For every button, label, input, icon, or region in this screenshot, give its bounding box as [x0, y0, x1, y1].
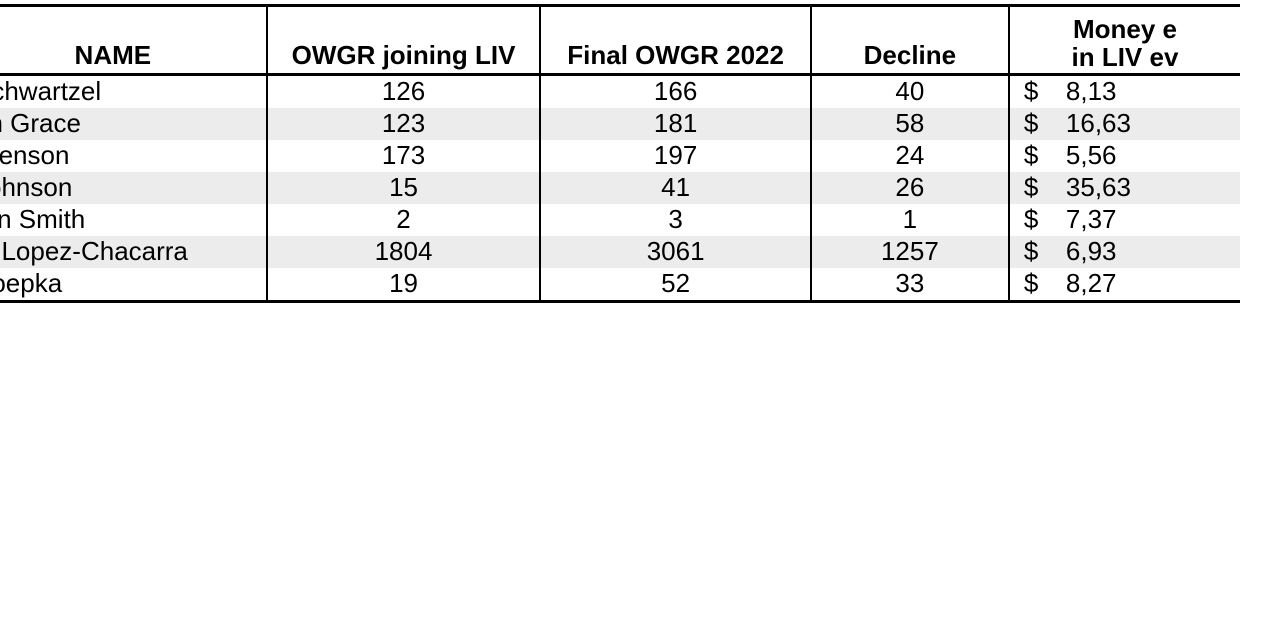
cell-name: en Grace [0, 108, 267, 140]
cell-name: Stenson [0, 140, 267, 172]
cell-decline: 24 [811, 140, 1009, 172]
currency-symbol: $ [1024, 269, 1042, 299]
cell-name: ron Smith [0, 204, 267, 236]
cell-owgr-join: 126 [267, 75, 541, 109]
cell-owgr-final: 3061 [540, 236, 811, 268]
table-row: Johnson154126$35,63 [0, 172, 1240, 204]
col-header-name: NAME [0, 6, 267, 75]
cell-money-amount: 7,37 [1066, 205, 1117, 235]
table-row: Schwartzel12616640$8,13 [0, 75, 1240, 109]
cell-owgr-final: 3 [540, 204, 811, 236]
table-header-row: NAME OWGR joining LIV Final OWGR 2022 De… [0, 6, 1240, 75]
cell-owgr-final: 52 [540, 268, 811, 302]
cell-money: $35,63 [1009, 172, 1240, 204]
cell-owgr-final: 197 [540, 140, 811, 172]
col-header-decline: Decline [811, 6, 1009, 75]
cell-money: $8,27 [1009, 268, 1240, 302]
table-row: en Grace12318158$16,63 [0, 108, 1240, 140]
cell-decline: 26 [811, 172, 1009, 204]
cell-money: $5,56 [1009, 140, 1240, 172]
cell-owgr-join: 19 [267, 268, 541, 302]
cell-owgr-join: 2 [267, 204, 541, 236]
cell-name: Johnson [0, 172, 267, 204]
cell-owgr-final: 181 [540, 108, 811, 140]
col-header-money: Money e in LIV ev [1009, 6, 1240, 75]
cell-money-amount: 16,63 [1066, 109, 1131, 139]
cell-money-amount: 8,13 [1066, 77, 1117, 107]
table-row: ron Smith231$7,37 [0, 204, 1240, 236]
currency-symbol: $ [1024, 77, 1042, 107]
cell-decline: 40 [811, 75, 1009, 109]
cell-owgr-join: 15 [267, 172, 541, 204]
cell-money-amount: 8,27 [1066, 269, 1117, 299]
cell-owgr-join: 173 [267, 140, 541, 172]
cell-money-amount: 5,56 [1066, 141, 1117, 171]
table-row: Stenson17319724$5,56 [0, 140, 1240, 172]
currency-symbol: $ [1024, 237, 1042, 267]
cell-decline: 1 [811, 204, 1009, 236]
cell-money: $16,63 [1009, 108, 1240, 140]
currency-symbol: $ [1024, 205, 1042, 235]
cell-decline: 1257 [811, 236, 1009, 268]
cell-owgr-final: 41 [540, 172, 811, 204]
col-header-owgr-final: Final OWGR 2022 [540, 6, 811, 75]
table-body: Schwartzel12616640$8,13en Grace12318158$… [0, 75, 1240, 302]
col-header-owgr-join: OWGR joining LIV [267, 6, 541, 75]
currency-symbol: $ [1024, 141, 1042, 171]
table-row: Koepka195233$8,27 [0, 268, 1240, 302]
table-row: io Lopez-Chacarra180430611257$6,93 [0, 236, 1240, 268]
currency-symbol: $ [1024, 109, 1042, 139]
cell-money: $7,37 [1009, 204, 1240, 236]
col-header-money-line2: in LIV ev [1071, 42, 1178, 72]
cell-money: $6,93 [1009, 236, 1240, 268]
cell-owgr-final: 166 [540, 75, 811, 109]
cell-owgr-join: 123 [267, 108, 541, 140]
cell-name: io Lopez-Chacarra [0, 236, 267, 268]
cell-decline: 33 [811, 268, 1009, 302]
cell-money-amount: 6,93 [1066, 237, 1117, 267]
cell-decline: 58 [811, 108, 1009, 140]
cell-name: Schwartzel [0, 75, 267, 109]
cell-name: Koepka [0, 268, 267, 302]
page: { "table": { "type": "table", "backgroun… [0, 0, 1280, 640]
cell-money-amount: 35,63 [1066, 173, 1131, 203]
col-header-money-line1: Money e [1073, 14, 1177, 44]
cell-owgr-join: 1804 [267, 236, 541, 268]
currency-symbol: $ [1024, 173, 1042, 203]
cell-money: $8,13 [1009, 75, 1240, 109]
owgr-table: NAME OWGR joining LIV Final OWGR 2022 De… [0, 4, 1240, 303]
